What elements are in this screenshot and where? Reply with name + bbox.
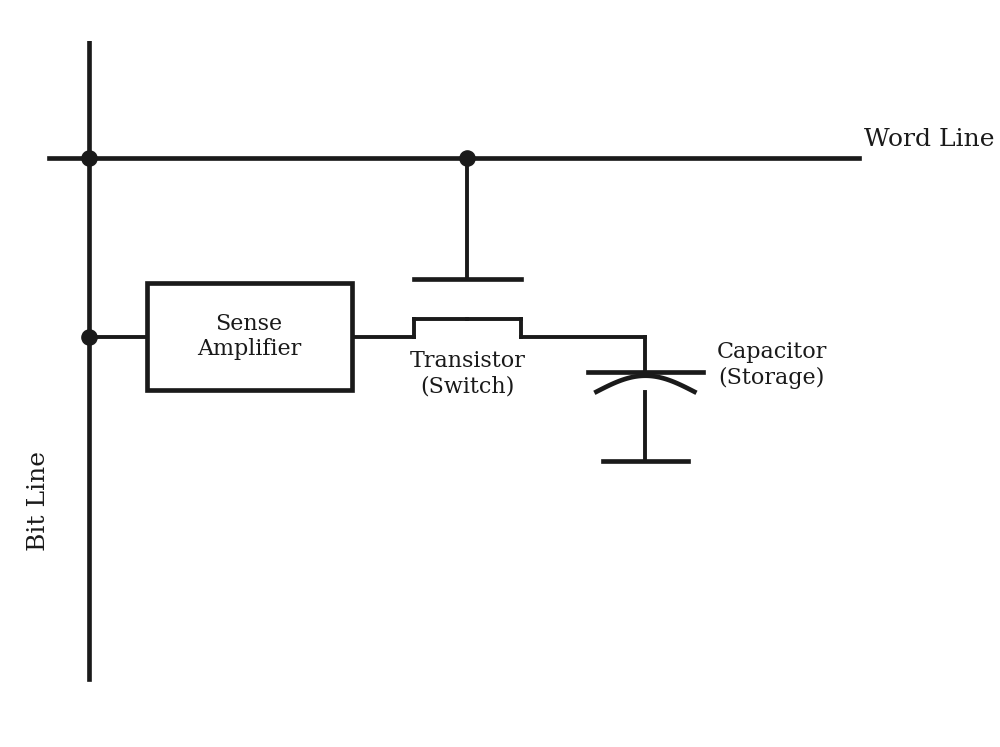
Point [81, 152, 97, 164]
Text: Sense
Amplifier: Sense Amplifier [197, 313, 301, 360]
Text: Capacitor
(Storage): Capacitor (Storage) [717, 341, 827, 388]
Point [81, 331, 97, 343]
Text: Transistor
(Switch): Transistor (Switch) [409, 350, 525, 397]
Point [459, 152, 475, 164]
Bar [147, 283, 352, 390]
Text: Bit Line: Bit Line [27, 451, 50, 551]
Text: Word Line: Word Line [864, 128, 994, 152]
